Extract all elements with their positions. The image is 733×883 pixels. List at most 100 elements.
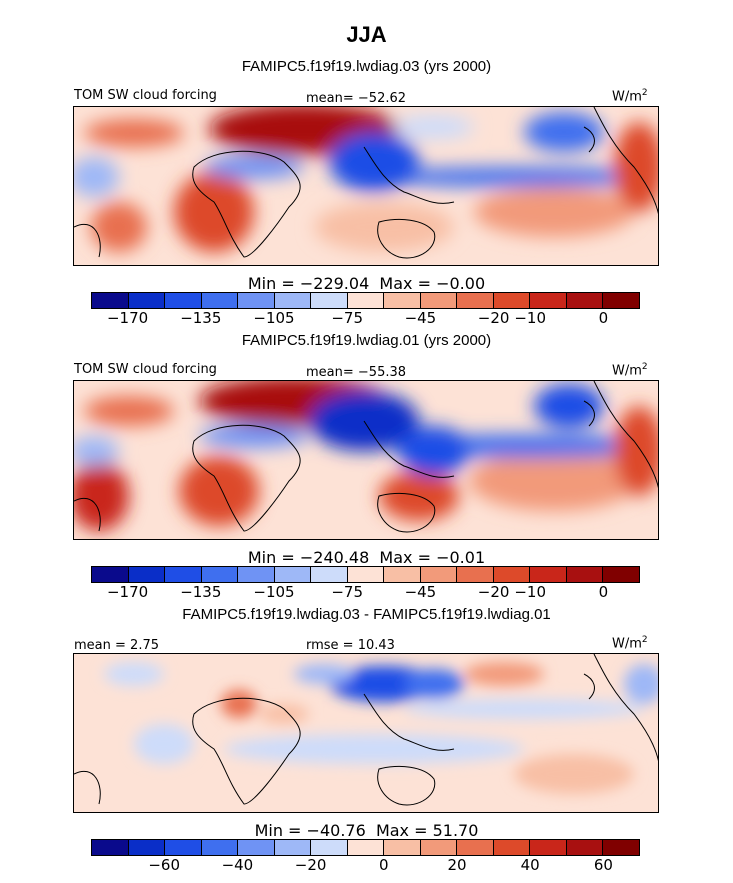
panel3-colorbar bbox=[91, 839, 640, 856]
colorbar-swatch bbox=[92, 567, 129, 582]
panel1-colorbar-ticks: −170 −135 −105 −75 −45 −20 −10 0 bbox=[0, 309, 733, 329]
panel2-subtitle: FAMIPC5.f19f19.lwdiag.01 (yrs 2000) bbox=[241, 332, 492, 349]
colorbar-tick-label: −20 bbox=[477, 309, 510, 327]
colorbar-tick-label: −20 bbox=[477, 583, 510, 601]
colorbar-swatch bbox=[165, 840, 202, 855]
colorbar-tick-label: −45 bbox=[404, 309, 437, 327]
colorbar-swatch bbox=[201, 840, 239, 855]
colorbar-tick-label: −10 bbox=[514, 309, 547, 327]
panel3-map bbox=[73, 653, 659, 813]
colorbar-swatch bbox=[238, 567, 275, 582]
panel3-min-label: Min = bbox=[254, 821, 302, 840]
panel2-max-label: Max = bbox=[379, 548, 431, 567]
colorbar-swatch bbox=[274, 840, 312, 855]
colorbar-swatch bbox=[384, 567, 421, 582]
panel2-colorbar bbox=[91, 566, 640, 583]
panel1-mean-label: mean= bbox=[306, 91, 354, 106]
colorbar-swatch bbox=[347, 567, 385, 582]
colorbar-swatch bbox=[128, 293, 166, 308]
panel2-field-label: TOM SW cloud forcing bbox=[74, 362, 217, 377]
colorbar-tick-label: −75 bbox=[331, 309, 364, 327]
colorbar-swatch bbox=[311, 840, 348, 855]
colorbar-swatch bbox=[603, 840, 639, 855]
colorbar-swatch bbox=[493, 293, 531, 308]
panel2-mean: mean= −55.38 bbox=[306, 365, 406, 380]
colorbar-tick-label: 20 bbox=[447, 856, 467, 874]
colorbar-swatch bbox=[603, 293, 639, 308]
panel2-colorbar-ticks: −170 −135 −105 −75 −45 −20 −10 0 bbox=[0, 583, 733, 603]
colorbar-swatch bbox=[384, 840, 421, 855]
panel2-mean-value: −55.38 bbox=[357, 365, 407, 380]
panel1-units-sup: 2 bbox=[641, 88, 648, 98]
colorbar-swatch bbox=[165, 567, 202, 582]
colorbar-tick-label: −75 bbox=[331, 583, 364, 601]
panel1-map bbox=[73, 106, 659, 266]
colorbar-swatch bbox=[530, 567, 567, 582]
panel3-field-svg bbox=[74, 654, 658, 812]
panel3-units: W/m2 bbox=[612, 635, 648, 651]
panel1-units-text: W/m bbox=[612, 89, 642, 105]
colorbar-tick-label: 0 bbox=[598, 309, 609, 327]
panel1-field-label: TOM SW cloud forcing bbox=[74, 88, 217, 103]
panel2-map bbox=[73, 380, 659, 540]
colorbar-swatch bbox=[493, 840, 531, 855]
colorbar-tick-label: −170 bbox=[106, 309, 149, 327]
panel1-mean: mean= −52.62 bbox=[306, 91, 406, 106]
panel3-units-sup: 2 bbox=[641, 635, 648, 645]
colorbar-swatch bbox=[128, 567, 166, 582]
colorbar-swatch bbox=[347, 840, 385, 855]
panel2-max-value: −0.01 bbox=[436, 548, 486, 567]
panel2-minmax: Min = −240.48 Max = −0.01 bbox=[0, 548, 733, 567]
panel2-mean-label: mean= bbox=[306, 365, 354, 380]
colorbar-tick-label: −45 bbox=[404, 583, 437, 601]
colorbar-swatch bbox=[493, 567, 531, 582]
panel3-max-label: Max = bbox=[375, 821, 428, 840]
colorbar-tick-label: −105 bbox=[253, 583, 295, 601]
panel1-min-label: Min = bbox=[247, 274, 295, 293]
colorbar-tick-label: −20 bbox=[294, 856, 327, 874]
colorbar-swatch bbox=[420, 567, 458, 582]
panel1-units: W/m2 bbox=[612, 88, 648, 104]
colorbar-swatch bbox=[201, 567, 239, 582]
colorbar-tick-label: 0 bbox=[379, 856, 389, 874]
colorbar-swatch bbox=[566, 293, 604, 308]
panel3-colorbar-ticks: −60 −40 −20 0 20 40 60 bbox=[0, 856, 733, 876]
panel1-colorbar bbox=[91, 292, 640, 309]
panel2-min-label: Min = bbox=[247, 548, 295, 567]
colorbar-swatch bbox=[274, 567, 312, 582]
colorbar-tick-label: −135 bbox=[180, 583, 222, 601]
colorbar-swatch bbox=[92, 840, 129, 855]
colorbar-swatch bbox=[457, 293, 494, 308]
colorbar-swatch bbox=[566, 840, 604, 855]
colorbar-tick-label: −60 bbox=[148, 856, 181, 874]
panel1-max-value: −0.00 bbox=[436, 274, 486, 293]
colorbar-tick-label: 0 bbox=[598, 583, 609, 601]
panel2-units-sup: 2 bbox=[641, 362, 648, 372]
panel1-subtitle: FAMIPC5.f19f19.lwdiag.03 (yrs 2000) bbox=[241, 58, 492, 75]
colorbar-swatch bbox=[311, 293, 348, 308]
colorbar-tick-label: −170 bbox=[106, 583, 149, 601]
panel2-units-text: W/m bbox=[612, 363, 642, 379]
colorbar-swatch bbox=[347, 293, 385, 308]
panel1-max-label: Max = bbox=[379, 274, 431, 293]
panel3-min-value: −40.76 bbox=[306, 821, 366, 840]
colorbar-swatch bbox=[420, 293, 458, 308]
colorbar-tick-label: −135 bbox=[180, 309, 222, 327]
colorbar-swatch bbox=[457, 840, 494, 855]
panel1-min-value: −229.04 bbox=[299, 274, 370, 293]
panel3-mean-value: 2.75 bbox=[130, 638, 159, 653]
colorbar-tick-label: −10 bbox=[514, 583, 547, 601]
colorbar-swatch bbox=[603, 567, 639, 582]
panel3-subtitle: FAMIPC5.f19f19.lwdiag.03 - FAMIPC5.f19f1… bbox=[182, 606, 551, 623]
colorbar-swatch bbox=[165, 293, 202, 308]
colorbar-tick-label: 40 bbox=[520, 856, 540, 874]
colorbar-swatch bbox=[420, 840, 458, 855]
figure-title: JJA bbox=[346, 22, 387, 47]
panel2-min-value: −240.48 bbox=[299, 548, 370, 567]
panel1-minmax: Min = −229.04 Max = −0.00 bbox=[0, 274, 733, 293]
colorbar-swatch bbox=[238, 293, 275, 308]
panel3-rmse-label: rmse = bbox=[306, 638, 354, 653]
panel2-field-svg bbox=[74, 381, 658, 539]
colorbar-swatch bbox=[238, 840, 275, 855]
panel2-units: W/m2 bbox=[612, 362, 648, 378]
